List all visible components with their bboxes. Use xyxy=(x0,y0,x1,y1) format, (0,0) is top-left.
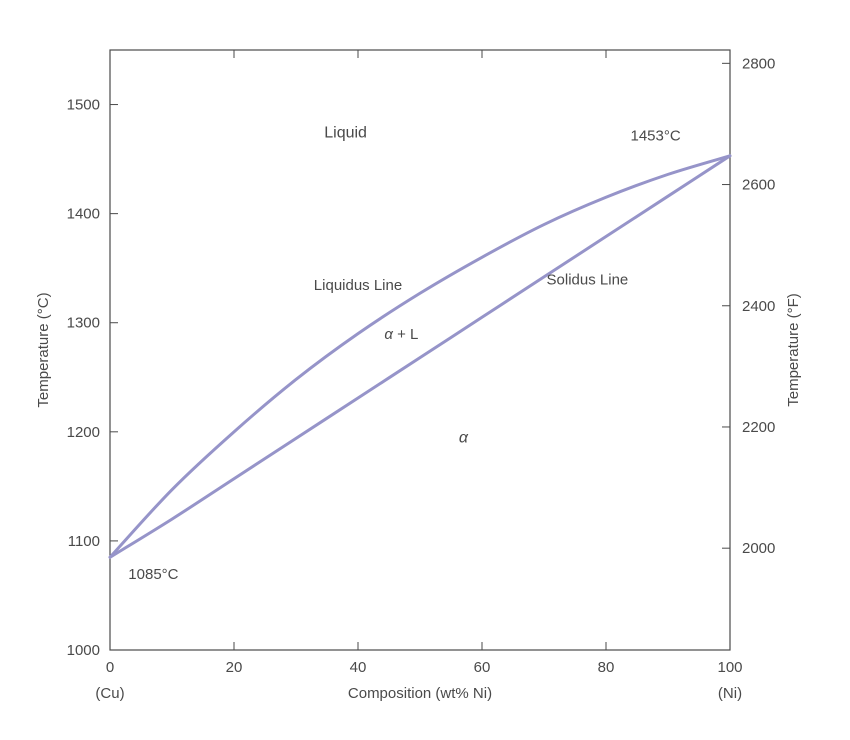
region-label-2: Solidus Line xyxy=(547,272,629,289)
y-axis-label-left: Temperature (°C) xyxy=(35,292,52,407)
y-tick-label-right: 2800 xyxy=(742,55,775,72)
region-label-1: Liquidus Line xyxy=(314,277,402,294)
chart-svg: 0 20 40 60 80 100 1000 1100 1200 1300 1400 1500 2000… xyxy=(0,0,850,740)
y-tick-label-right: 2000 xyxy=(742,540,775,557)
x-tick-label: 40 xyxy=(350,659,367,676)
y-tick-label-right: 2600 xyxy=(742,177,775,194)
x-tick-label: 80 xyxy=(598,659,615,676)
y-tick-label-left: 1000 xyxy=(67,642,100,659)
y-tick-label-left: 1500 xyxy=(67,97,100,114)
y-tick-label-right: 2400 xyxy=(742,298,775,315)
y-tick-label-right: 2200 xyxy=(742,419,775,436)
y-tick-label-left: 1300 xyxy=(67,315,100,332)
region-label-0: Liquid xyxy=(324,124,367,141)
solidus-line xyxy=(110,156,730,557)
y-axis-label-right: Temperature (°F) xyxy=(785,293,802,407)
x-tick-label: 100 xyxy=(717,659,742,676)
endpoint-label-1: 1453°C xyxy=(630,128,680,145)
x-tick-label: 0 xyxy=(106,659,114,676)
x-end-label-right: (Ni) xyxy=(718,685,742,702)
y-tick-label-left: 1200 xyxy=(67,424,100,441)
x-tick-label: 20 xyxy=(226,659,243,676)
y-tick-label-left: 1400 xyxy=(67,206,100,223)
x-tick-label: 60 xyxy=(474,659,491,676)
endpoint-label-0: 1085°C xyxy=(128,566,178,583)
x-axis-label: Composition (wt% Ni) xyxy=(348,685,492,702)
region-label-3: α + L xyxy=(384,326,418,343)
region-label-4: α xyxy=(459,430,469,447)
phase-diagram-chart: 0 20 40 60 80 100 1000 1100 1200 1300 1400 1500 2000… xyxy=(0,0,850,740)
x-end-label-left: (Cu) xyxy=(95,685,124,702)
y-tick-label-left: 1100 xyxy=(68,533,100,550)
